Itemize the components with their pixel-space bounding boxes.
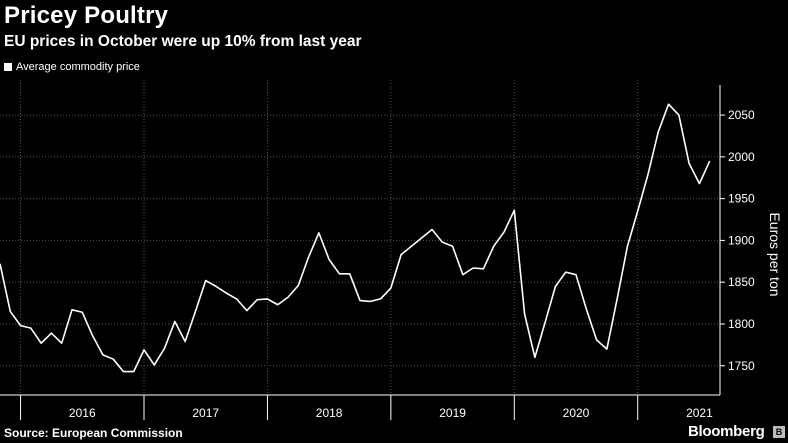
series-group xyxy=(0,103,711,373)
grid-lines xyxy=(0,80,720,395)
y-tick-label: 1850 xyxy=(728,275,755,289)
bloomberg-logo: Bloomberg xyxy=(688,423,765,440)
x-axis: 2016 2017 2018 2019 2020 2021 xyxy=(0,394,720,420)
legend-swatch xyxy=(4,63,12,71)
source-note: Source: European Commission xyxy=(4,426,183,440)
y-tick-label: 2000 xyxy=(728,150,755,164)
y-tick-label: 1900 xyxy=(728,233,755,247)
x-tick-label: 2019 xyxy=(439,406,466,420)
legend: Average commodity price xyxy=(4,61,140,73)
y-axis-label: Euros per ton xyxy=(767,212,783,296)
y-axis: 1750 1800 1850 1900 1950 2000 2050 xyxy=(719,85,755,395)
x-tick-label: 2018 xyxy=(316,406,343,420)
chart-title: Pricey Poultry xyxy=(4,2,169,29)
chart-subtitle: EU prices in October were up 10% from la… xyxy=(4,33,362,50)
x-tick-label: 2017 xyxy=(192,406,219,420)
y-tick-label: 2050 xyxy=(728,108,755,122)
x-tick-label: 2020 xyxy=(563,406,590,420)
bloomberg-badge-icon: B xyxy=(773,426,785,438)
y-tick-label: 1800 xyxy=(728,317,755,331)
series-line xyxy=(0,103,711,373)
y-tick-label: 1950 xyxy=(728,192,755,206)
legend-label: Average commodity price xyxy=(16,61,140,73)
x-tick-label: 2016 xyxy=(69,406,96,420)
x-tick-label: 2021 xyxy=(686,406,713,420)
y-tick-label: 1750 xyxy=(728,359,755,373)
